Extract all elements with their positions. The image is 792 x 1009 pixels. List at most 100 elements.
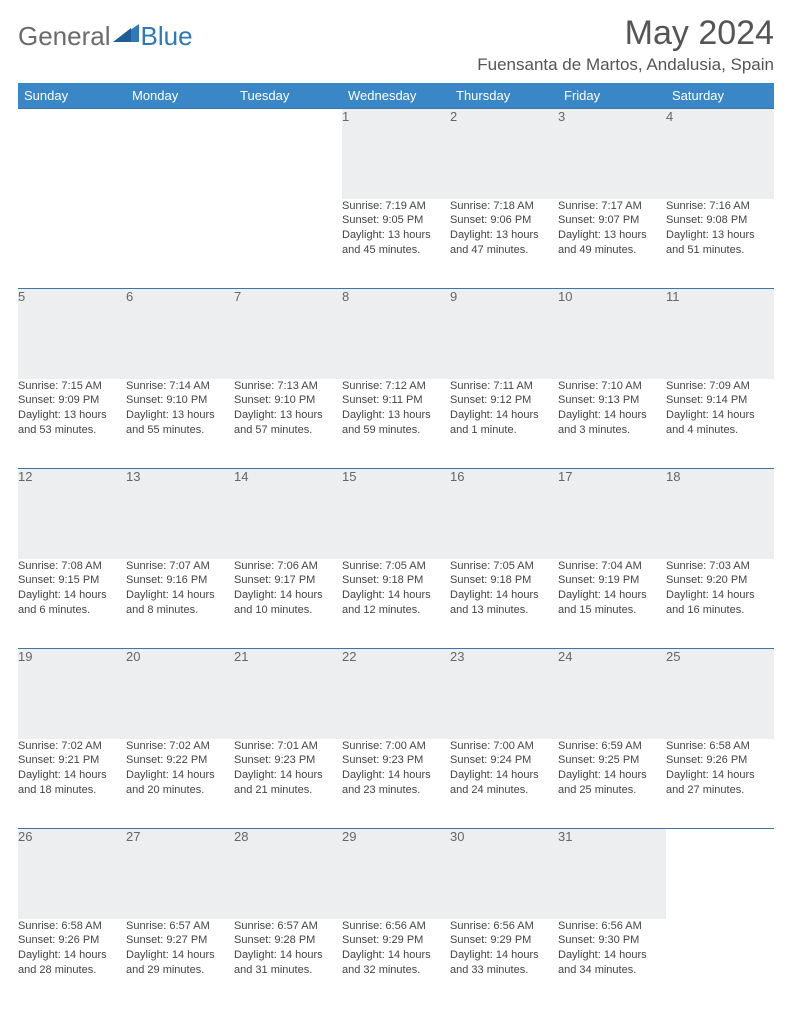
- daylight-line: Daylight: 14 hours and 13 minutes.: [450, 588, 558, 618]
- sunrise-line: Sunrise: 7:17 AM: [558, 199, 666, 214]
- day-detail-cell: Sunrise: 7:05 AMSunset: 9:18 PMDaylight:…: [342, 559, 450, 649]
- sunrise-line: Sunrise: 7:07 AM: [126, 559, 234, 574]
- daylight-line: Daylight: 13 hours and 59 minutes.: [342, 408, 450, 438]
- sunrise-line: Sunrise: 6:56 AM: [342, 919, 450, 934]
- daylight-line: Daylight: 13 hours and 55 minutes.: [126, 408, 234, 438]
- daylight-line: Daylight: 14 hours and 31 minutes.: [234, 948, 342, 978]
- day-detail-cell: Sunrise: 7:01 AMSunset: 9:23 PMDaylight:…: [234, 739, 342, 829]
- sunset-line: Sunset: 9:10 PM: [234, 393, 342, 408]
- daylight-line: Daylight: 14 hours and 32 minutes.: [342, 948, 450, 978]
- daylight-line: Daylight: 14 hours and 16 minutes.: [666, 588, 774, 618]
- day-detail-cell: Sunrise: 7:11 AMSunset: 9:12 PMDaylight:…: [450, 379, 558, 469]
- sunset-line: Sunset: 9:24 PM: [450, 753, 558, 768]
- day-number-cell: 26: [18, 829, 126, 919]
- sunset-line: Sunset: 9:20 PM: [666, 573, 774, 588]
- brand-logo: General Blue: [18, 20, 193, 53]
- weekday-header: Thursday: [450, 83, 558, 109]
- sunset-line: Sunset: 9:16 PM: [126, 573, 234, 588]
- daylight-line: Daylight: 14 hours and 6 minutes.: [18, 588, 126, 618]
- sunrise-line: Sunrise: 7:05 AM: [450, 559, 558, 574]
- day-detail-cell: Sunrise: 6:56 AMSunset: 9:30 PMDaylight:…: [558, 919, 666, 1009]
- sunset-line: Sunset: 9:10 PM: [126, 393, 234, 408]
- day-detail-row: Sunrise: 6:58 AMSunset: 9:26 PMDaylight:…: [18, 919, 774, 1009]
- daylight-line: Daylight: 14 hours and 29 minutes.: [126, 948, 234, 978]
- day-number-cell: 30: [450, 829, 558, 919]
- sunset-line: Sunset: 9:18 PM: [450, 573, 558, 588]
- title-block: May 2024 Fuensanta de Martos, Andalusia,…: [477, 14, 774, 75]
- calendar-table: SundayMondayTuesdayWednesdayThursdayFrid…: [18, 83, 774, 1009]
- weekday-header: Saturday: [666, 83, 774, 109]
- day-number-cell: 4: [666, 109, 774, 199]
- day-number-cell: 11: [666, 289, 774, 379]
- sunrise-line: Sunrise: 7:13 AM: [234, 379, 342, 394]
- sunset-line: Sunset: 9:22 PM: [126, 753, 234, 768]
- sunset-line: Sunset: 9:30 PM: [558, 933, 666, 948]
- daylight-line: Daylight: 13 hours and 45 minutes.: [342, 228, 450, 258]
- day-detail-cell: Sunrise: 6:56 AMSunset: 9:29 PMDaylight:…: [450, 919, 558, 1009]
- weekday-header-row: SundayMondayTuesdayWednesdayThursdayFrid…: [18, 83, 774, 109]
- day-number-cell: [126, 109, 234, 199]
- day-number-cell: 2: [450, 109, 558, 199]
- sunset-line: Sunset: 9:07 PM: [558, 213, 666, 228]
- daylight-line: Daylight: 13 hours and 53 minutes.: [18, 408, 126, 438]
- sunrise-line: Sunrise: 7:02 AM: [126, 739, 234, 754]
- day-detail-cell: Sunrise: 7:13 AMSunset: 9:10 PMDaylight:…: [234, 379, 342, 469]
- day-number-row: 567891011: [18, 289, 774, 379]
- day-detail-cell: Sunrise: 6:59 AMSunset: 9:25 PMDaylight:…: [558, 739, 666, 829]
- daylight-line: Daylight: 14 hours and 24 minutes.: [450, 768, 558, 798]
- day-number-cell: 27: [126, 829, 234, 919]
- day-detail-cell: Sunrise: 7:05 AMSunset: 9:18 PMDaylight:…: [450, 559, 558, 649]
- sunset-line: Sunset: 9:06 PM: [450, 213, 558, 228]
- daylight-line: Daylight: 14 hours and 3 minutes.: [558, 408, 666, 438]
- daylight-line: Daylight: 14 hours and 25 minutes.: [558, 768, 666, 798]
- sunrise-line: Sunrise: 6:56 AM: [558, 919, 666, 934]
- day-detail-cell: [18, 199, 126, 289]
- day-number-cell: [234, 109, 342, 199]
- sunset-line: Sunset: 9:12 PM: [450, 393, 558, 408]
- sunset-line: Sunset: 9:17 PM: [234, 573, 342, 588]
- day-number-cell: 10: [558, 289, 666, 379]
- sunset-line: Sunset: 9:29 PM: [450, 933, 558, 948]
- day-detail-cell: Sunrise: 7:19 AMSunset: 9:05 PMDaylight:…: [342, 199, 450, 289]
- day-number-cell: 29: [342, 829, 450, 919]
- day-detail-cell: Sunrise: 7:03 AMSunset: 9:20 PMDaylight:…: [666, 559, 774, 649]
- sunset-line: Sunset: 9:14 PM: [666, 393, 774, 408]
- sunset-line: Sunset: 9:18 PM: [342, 573, 450, 588]
- day-number-cell: 3: [558, 109, 666, 199]
- day-detail-cell: Sunrise: 6:58 AMSunset: 9:26 PMDaylight:…: [666, 739, 774, 829]
- sunset-line: Sunset: 9:28 PM: [234, 933, 342, 948]
- day-number-row: 262728293031: [18, 829, 774, 919]
- daylight-line: Daylight: 14 hours and 28 minutes.: [18, 948, 126, 978]
- sunset-line: Sunset: 9:19 PM: [558, 573, 666, 588]
- day-detail-cell: Sunrise: 7:08 AMSunset: 9:15 PMDaylight:…: [18, 559, 126, 649]
- day-number-row: 19202122232425: [18, 649, 774, 739]
- sunrise-line: Sunrise: 7:05 AM: [342, 559, 450, 574]
- sunset-line: Sunset: 9:25 PM: [558, 753, 666, 768]
- sunrise-line: Sunrise: 7:19 AM: [342, 199, 450, 214]
- sunrise-line: Sunrise: 7:11 AM: [450, 379, 558, 394]
- day-number-cell: 13: [126, 469, 234, 559]
- day-number-cell: 25: [666, 649, 774, 739]
- sunset-line: Sunset: 9:05 PM: [342, 213, 450, 228]
- sunrise-line: Sunrise: 7:00 AM: [342, 739, 450, 754]
- day-number-cell: 8: [342, 289, 450, 379]
- day-detail-cell: Sunrise: 6:57 AMSunset: 9:28 PMDaylight:…: [234, 919, 342, 1009]
- daylight-line: Daylight: 13 hours and 47 minutes.: [450, 228, 558, 258]
- daylight-line: Daylight: 14 hours and 27 minutes.: [666, 768, 774, 798]
- day-detail-cell: Sunrise: 7:02 AMSunset: 9:22 PMDaylight:…: [126, 739, 234, 829]
- day-number-row: 12131415161718: [18, 469, 774, 559]
- daylight-line: Daylight: 14 hours and 23 minutes.: [342, 768, 450, 798]
- day-detail-cell: Sunrise: 7:16 AMSunset: 9:08 PMDaylight:…: [666, 199, 774, 289]
- weekday-header: Tuesday: [234, 83, 342, 109]
- day-detail-cell: Sunrise: 6:58 AMSunset: 9:26 PMDaylight:…: [18, 919, 126, 1009]
- daylight-line: Daylight: 14 hours and 20 minutes.: [126, 768, 234, 798]
- day-detail-cell: Sunrise: 7:09 AMSunset: 9:14 PMDaylight:…: [666, 379, 774, 469]
- day-detail-row: Sunrise: 7:02 AMSunset: 9:21 PMDaylight:…: [18, 739, 774, 829]
- sunrise-line: Sunrise: 7:06 AM: [234, 559, 342, 574]
- sunrise-line: Sunrise: 7:09 AM: [666, 379, 774, 394]
- daylight-line: Daylight: 13 hours and 57 minutes.: [234, 408, 342, 438]
- sunrise-line: Sunrise: 7:01 AM: [234, 739, 342, 754]
- day-number-cell: 7: [234, 289, 342, 379]
- daylight-line: Daylight: 14 hours and 1 minute.: [450, 408, 558, 438]
- day-detail-cell: Sunrise: 7:12 AMSunset: 9:11 PMDaylight:…: [342, 379, 450, 469]
